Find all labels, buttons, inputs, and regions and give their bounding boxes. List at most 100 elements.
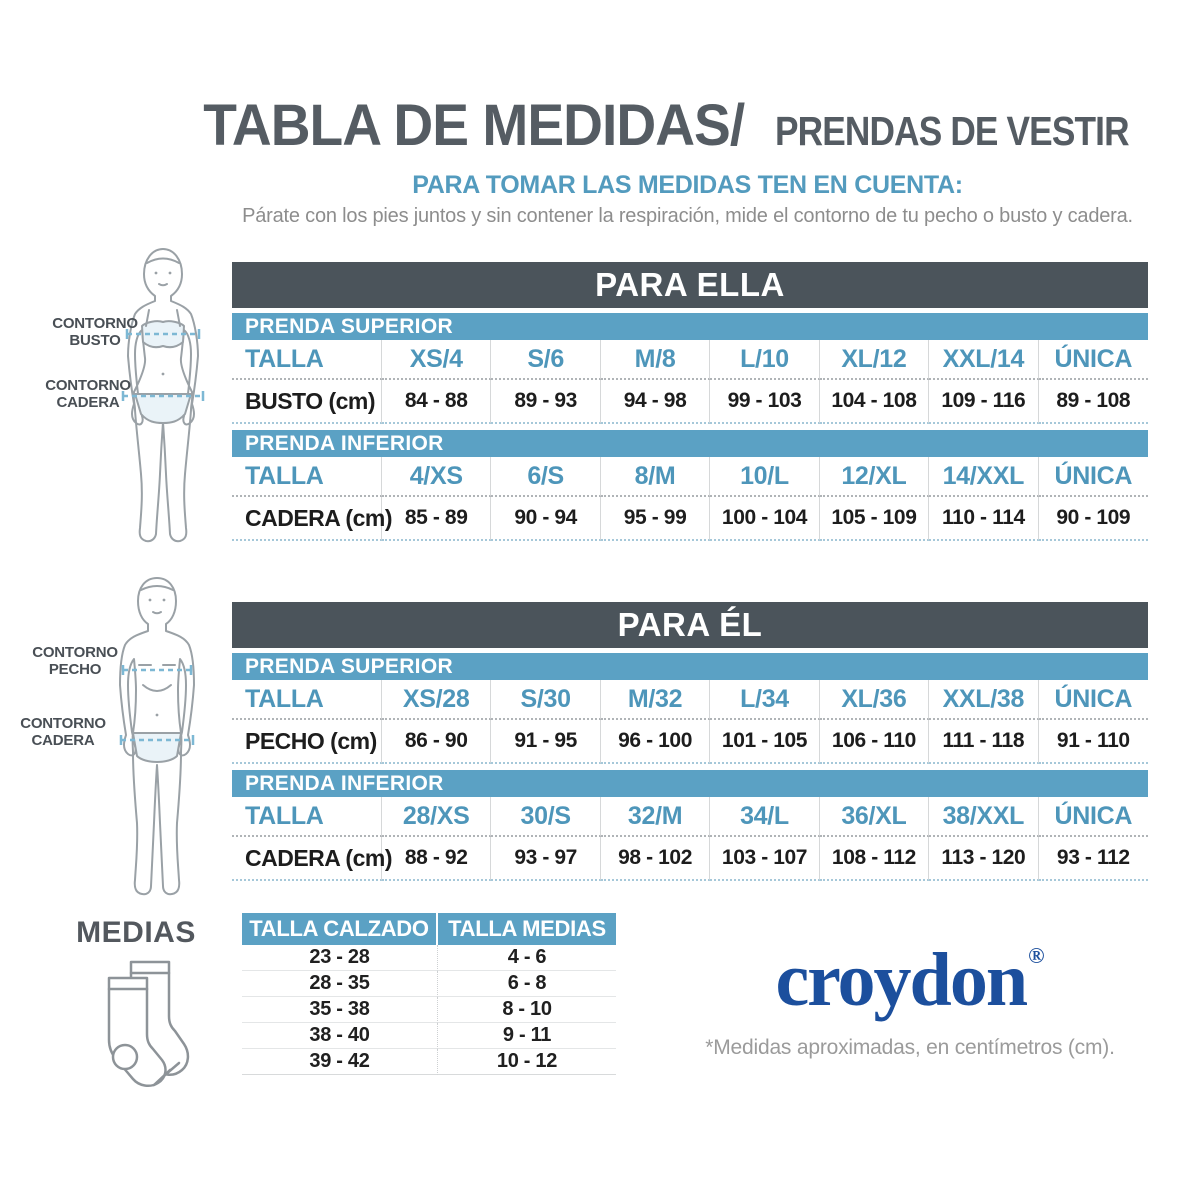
- measure-cell: 91 - 110: [1038, 720, 1148, 764]
- measure-cell: 88 - 92: [382, 837, 492, 881]
- measure-cell: 84 - 88: [382, 380, 492, 424]
- measure-cell: 89 - 93: [491, 380, 601, 424]
- measure-cell: 85 - 89: [382, 497, 492, 541]
- measure-row-label: CADERA (cm): [232, 497, 393, 541]
- footnote: *Medidas aproximadas, en centímetros (cm…: [705, 1036, 1115, 1059]
- measure-cell: 96 - 100: [600, 720, 711, 764]
- men-size-table: PARA ÉL PRENDA SUPERIOR TALLA XS/28 S/30…: [232, 602, 1148, 881]
- size-cell: XXL/14: [929, 340, 1039, 380]
- croydon-logo: croydon®: [775, 938, 1045, 1022]
- socks-cell: 23 - 28: [242, 945, 438, 971]
- talla-row-label: TALLA: [232, 340, 382, 380]
- measure-cell: 94 - 98: [600, 380, 711, 424]
- size-cell: XS/28: [382, 680, 492, 720]
- measure-cell: 89 - 108: [1038, 380, 1148, 424]
- measuring-instructions-heading: PARA TOMAR LAS MEDIDAS TEN EN CUENTA:: [412, 171, 963, 199]
- measure-cell: 113 - 120: [929, 837, 1039, 881]
- men-superior-band: PRENDA SUPERIOR: [232, 653, 1148, 680]
- socks-cell: 38 - 40: [242, 1023, 438, 1049]
- socks-size-table: TALLA CALZADO TALLA MEDIAS 23 - 28 4 - 6…: [242, 913, 616, 1075]
- socks-cell: 4 - 6: [438, 945, 616, 971]
- measure-cell: 91 - 95: [491, 720, 601, 764]
- women-inferior-band: PRENDA INFERIOR: [232, 430, 1148, 457]
- title-main: TABLA DE MEDIDAS/: [203, 93, 745, 158]
- measure-cell: 111 - 118: [929, 720, 1039, 764]
- size-cell: ÚNICA: [1038, 340, 1148, 380]
- label-contorno-busto: CONTORNO BUSTO: [52, 315, 138, 350]
- measure-cell: 108 - 112: [819, 837, 930, 881]
- female-body-figure: [121, 248, 205, 543]
- socks-cell: 28 - 35: [242, 971, 438, 997]
- socks-col-header-calzado: TALLA CALZADO: [242, 913, 438, 945]
- socks-cell: 9 - 11: [438, 1023, 616, 1049]
- size-cell: ÚNICA: [1038, 457, 1148, 497]
- measure-cell: 99 - 103: [710, 380, 820, 424]
- label-contorno-cadera-female: CONTORNO CADERA: [45, 377, 131, 412]
- men-inferior-band: PRENDA INFERIOR: [232, 770, 1148, 797]
- talla-row-label: TALLA: [232, 680, 382, 720]
- talla-row-label: TALLA: [232, 457, 382, 497]
- measure-cell: 95 - 99: [600, 497, 711, 541]
- size-cell: 36/XL: [819, 797, 930, 837]
- women-superior-band: PRENDA SUPERIOR: [232, 313, 1148, 340]
- measuring-instructions-text: Párate con los pies juntos y sin contene…: [242, 205, 1133, 227]
- measure-cell: 90 - 94: [491, 497, 601, 541]
- measure-cell: 103 - 107: [710, 837, 820, 881]
- size-cell: 10/L: [710, 457, 820, 497]
- socks-cell: 8 - 10: [438, 997, 616, 1023]
- size-cell: M/8: [600, 340, 711, 380]
- size-cell: 28/XS: [382, 797, 492, 837]
- size-cell: XL/36: [819, 680, 930, 720]
- size-cell: 12/XL: [819, 457, 930, 497]
- page-header: TABLA DE MEDIDAS/ PRENDAS DE VESTIR PARA…: [203, 92, 1150, 228]
- measure-row-label: PECHO (cm): [232, 720, 382, 764]
- socks-col-header-medias: TALLA MEDIAS: [438, 913, 616, 945]
- page-title: TABLA DE MEDIDAS/ PRENDAS DE VESTIR: [203, 92, 1150, 159]
- size-cell: S/6: [491, 340, 601, 380]
- size-cell: M/32: [600, 680, 711, 720]
- talla-row-label: TALLA: [232, 797, 382, 837]
- measure-row-label: BUSTO (cm): [232, 380, 382, 424]
- measure-cell: 110 - 114: [929, 497, 1039, 541]
- size-cell: 32/M: [600, 797, 711, 837]
- size-cell: S/30: [491, 680, 601, 720]
- measure-cell: 98 - 102: [600, 837, 711, 881]
- socks-cell: 10 - 12: [438, 1049, 616, 1075]
- size-cell: L/10: [710, 340, 820, 380]
- men-table-title: PARA ÉL: [232, 602, 1148, 648]
- women-table-title: PARA ELLA: [232, 262, 1148, 308]
- medias-section-title: MEDIAS: [76, 916, 196, 949]
- measure-cell: 109 - 116: [929, 380, 1039, 424]
- women-size-table: PARA ELLA PRENDA SUPERIOR TALLA XS/4 S/6…: [232, 262, 1148, 541]
- size-cell: ÚNICA: [1038, 680, 1148, 720]
- size-cell: 30/S: [491, 797, 601, 837]
- size-cell: ÚNICA: [1038, 797, 1148, 837]
- label-contorno-cadera-male: CONTORNO CADERA: [20, 715, 106, 750]
- measure-row-label: CADERA (cm): [232, 837, 393, 881]
- socks-cell: 6 - 8: [438, 971, 616, 997]
- title-sub: PRENDAS DE VESTIR: [774, 108, 1130, 154]
- measure-cell: 106 - 110: [819, 720, 930, 764]
- measure-cell: 93 - 97: [491, 837, 601, 881]
- size-cell: XL/12: [819, 340, 930, 380]
- measure-cell: 105 - 109: [819, 497, 930, 541]
- size-cell: XXL/38: [929, 680, 1039, 720]
- socks-cell: 35 - 38: [242, 997, 438, 1023]
- measure-cell: 101 - 105: [710, 720, 820, 764]
- measure-cell: 86 - 90: [382, 720, 492, 764]
- size-cell: XS/4: [382, 340, 492, 380]
- socks-cell: 39 - 42: [242, 1049, 438, 1075]
- size-cell: 6/S: [491, 457, 601, 497]
- measure-cell: 100 - 104: [710, 497, 820, 541]
- registered-trademark-icon: ®: [1028, 943, 1045, 968]
- size-cell: L/34: [710, 680, 820, 720]
- size-cell: 34/L: [710, 797, 820, 837]
- socks-icon: [107, 960, 190, 1088]
- size-cell: 14/XXL: [929, 457, 1039, 497]
- size-cell: 38/XXL: [929, 797, 1039, 837]
- measure-cell: 104 - 108: [819, 380, 930, 424]
- measure-cell: 90 - 109: [1038, 497, 1148, 541]
- size-cell: 8/M: [600, 457, 711, 497]
- label-contorno-pecho: CONTORNO PECHO: [32, 644, 118, 679]
